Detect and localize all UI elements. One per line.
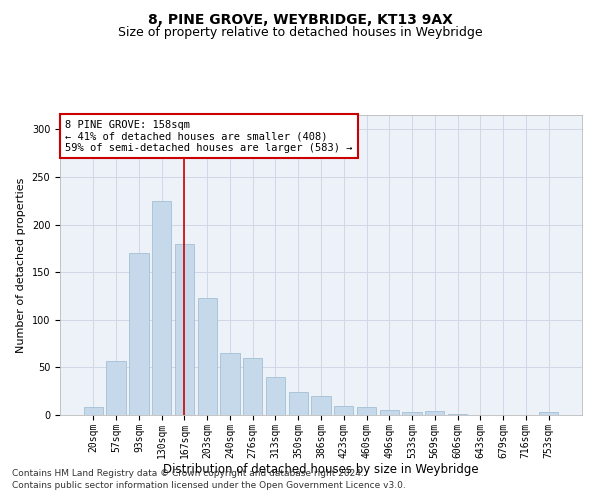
Text: 8, PINE GROVE, WEYBRIDGE, KT13 9AX: 8, PINE GROVE, WEYBRIDGE, KT13 9AX <box>148 12 452 26</box>
Text: Contains public sector information licensed under the Open Government Licence v3: Contains public sector information licen… <box>12 481 406 490</box>
Bar <box>197 298 217 415</box>
Bar <box>84 408 103 415</box>
Bar <box>448 414 467 415</box>
Bar <box>220 353 239 415</box>
Text: 8 PINE GROVE: 158sqm
← 41% of detached houses are smaller (408)
59% of semi-deta: 8 PINE GROVE: 158sqm ← 41% of detached h… <box>65 120 353 152</box>
Bar <box>380 410 399 415</box>
Bar <box>357 408 376 415</box>
Bar <box>539 412 558 415</box>
Bar <box>425 411 445 415</box>
Bar <box>334 406 353 415</box>
Bar <box>175 244 194 415</box>
X-axis label: Distribution of detached houses by size in Weybridge: Distribution of detached houses by size … <box>163 464 479 476</box>
Bar <box>243 358 262 415</box>
Bar <box>129 253 149 415</box>
Y-axis label: Number of detached properties: Number of detached properties <box>16 178 26 352</box>
Bar <box>403 412 422 415</box>
Bar <box>289 392 308 415</box>
Bar <box>152 200 172 415</box>
Text: Size of property relative to detached houses in Weybridge: Size of property relative to detached ho… <box>118 26 482 39</box>
Text: Contains HM Land Registry data © Crown copyright and database right 2024.: Contains HM Land Registry data © Crown c… <box>12 468 364 477</box>
Bar <box>106 360 126 415</box>
Bar <box>311 396 331 415</box>
Bar <box>266 377 285 415</box>
